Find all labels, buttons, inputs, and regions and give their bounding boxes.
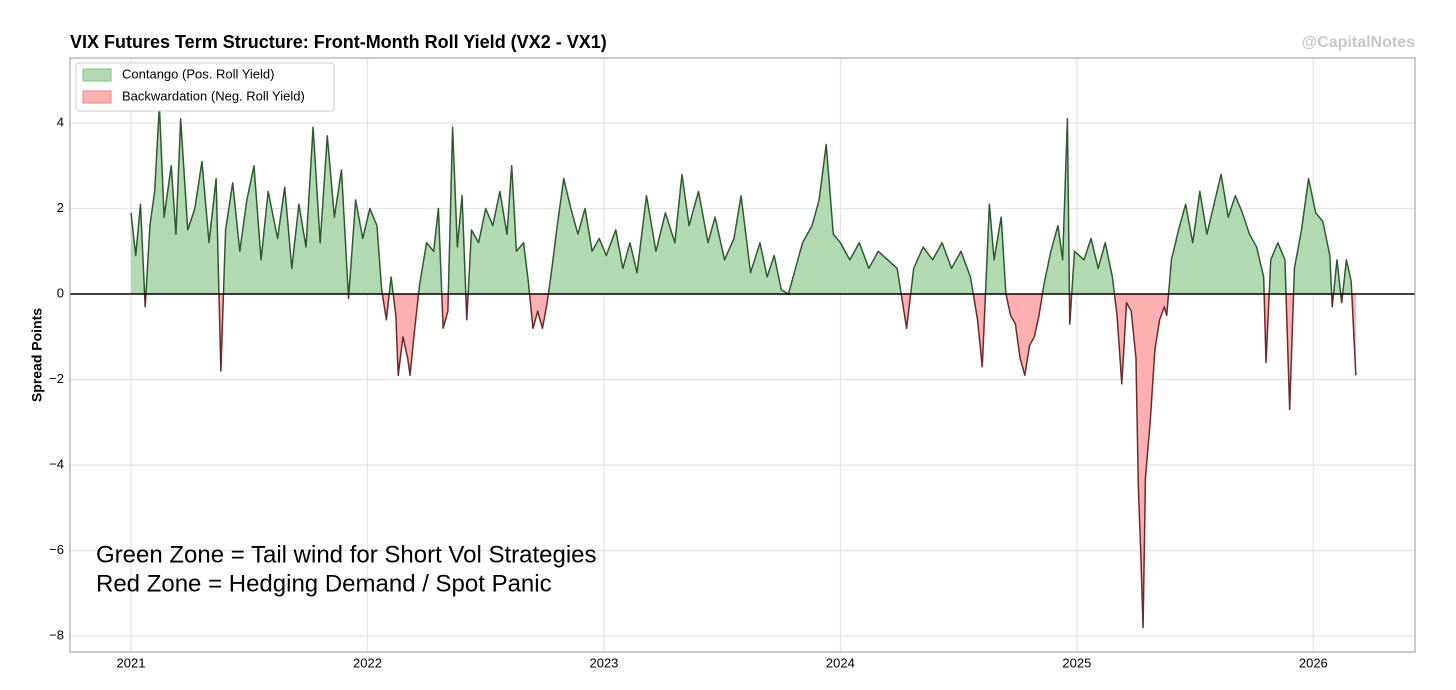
area-fill xyxy=(131,105,1356,295)
x-tick-label: 2021 xyxy=(117,655,146,670)
legend-label: Contango (Pos. Roll Yield) xyxy=(122,66,274,81)
legend-box xyxy=(75,62,335,112)
watermark: @CapitalNotes xyxy=(1302,34,1416,51)
legend-swatch xyxy=(82,90,112,104)
chart-title: VIX Futures Term Structure: Front-Month … xyxy=(70,32,607,52)
y-tick-label: −6 xyxy=(49,542,64,557)
line xyxy=(130,105,1353,295)
annotation: Red Zone = Hedging Demand / Spot Panic xyxy=(96,570,552,597)
legend: Contango (Pos. Roll Yield) Backwardation … xyxy=(75,62,335,112)
y-tick-label: −8 xyxy=(49,628,64,643)
legend-swatch xyxy=(82,68,112,82)
annotation: Green Zone = Tail wind for Short Vol Str… xyxy=(96,541,597,568)
y-tick-label: −4 xyxy=(49,457,64,472)
x-tick-label: 2022 xyxy=(353,655,382,670)
plot-frame xyxy=(69,57,1416,653)
x-tick-label: 2026 xyxy=(1299,655,1328,670)
y-tick-label: 0 xyxy=(57,285,64,300)
y-tick-label: 2 xyxy=(57,200,64,215)
y-tick-label: −2 xyxy=(49,371,64,386)
x-tick-label: 2024 xyxy=(826,655,855,670)
line xyxy=(143,294,1357,629)
x-tick-label: 2023 xyxy=(589,655,618,670)
x-tick-label: 2025 xyxy=(1062,655,1091,670)
y-axis-label: Spread Points xyxy=(29,308,45,402)
legend-label: Backwardation (Neg. Roll Yield) xyxy=(122,88,305,103)
y-tick-label: 4 xyxy=(57,114,64,129)
